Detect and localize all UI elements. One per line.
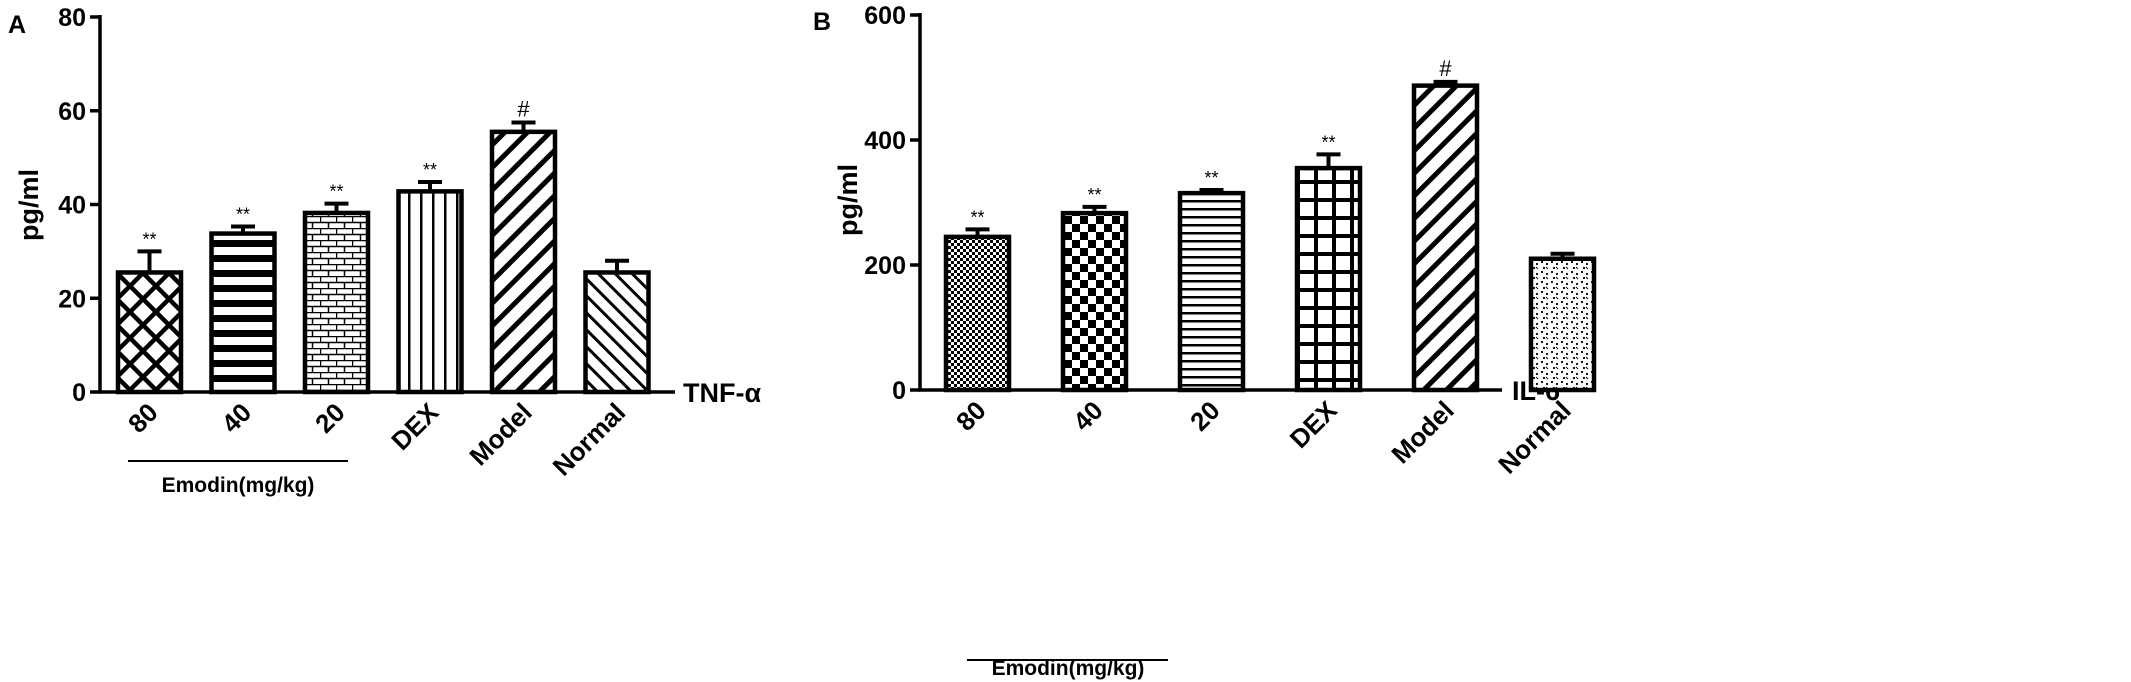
x-tick-label: Model <box>1385 395 1459 469</box>
y-axis-title: pg/ml <box>14 169 44 241</box>
y-tick-label: 40 <box>58 192 86 220</box>
significance-label: ** <box>236 205 250 225</box>
analyte-label: TNF-α <box>683 378 761 408</box>
x-tick-label: 80 <box>950 395 992 437</box>
significance-label: ** <box>1087 185 1101 205</box>
x-tick-label: Model <box>463 397 537 471</box>
y-tick-label: 600 <box>864 2 906 30</box>
significance-label: ** <box>1204 168 1218 188</box>
x-tick-label: Normal <box>1492 395 1577 480</box>
bar-dex <box>1294 165 1363 393</box>
y-tick-label: 60 <box>58 98 86 126</box>
bar-40 <box>1060 210 1129 393</box>
x-tick-label: 80 <box>122 397 164 439</box>
panel-label: A <box>8 11 26 39</box>
bar-80 <box>115 270 184 395</box>
group-label: Emodin(mg/kg) <box>992 657 1145 680</box>
x-tick-label: 20 <box>309 397 351 439</box>
bar-20 <box>302 210 371 395</box>
significance-label: ** <box>1321 132 1335 152</box>
bar-model <box>489 129 558 395</box>
bar-20 <box>1177 190 1246 393</box>
y-tick-label: 20 <box>58 285 86 313</box>
significance-label: ** <box>970 207 984 227</box>
x-tick-label: 20 <box>1184 395 1226 437</box>
panel-a-chart: A 0 20 40 60 80 pg/ml TNF-α ** 80 ** 40 ** 20 ** DEX # Mo… <box>8 4 761 497</box>
significance-label: ** <box>329 182 343 202</box>
y-tick-label: 0 <box>72 379 86 407</box>
panel-b-chart: B0200400600pg/mlIL-6**80**40**20**DEX#Mo… <box>813 2 1597 680</box>
x-tick-label: 40 <box>1067 395 1109 437</box>
bar-dex <box>396 189 464 395</box>
x-tick-label: DEX <box>1284 395 1343 454</box>
panel-label: B <box>813 8 831 36</box>
significance-label: ** <box>142 229 156 249</box>
significance-label: # <box>517 96 530 121</box>
y-tick-label: 400 <box>864 127 906 155</box>
y-tick-label: 80 <box>58 4 86 32</box>
group-label: Emodin(mg/kg) <box>162 474 315 497</box>
x-tick-label: DEX <box>385 397 444 456</box>
bar-normal <box>583 270 651 395</box>
bar-model <box>1411 83 1480 393</box>
x-tick-label: Normal <box>547 397 632 482</box>
bar-80 <box>943 234 1012 393</box>
y-axis-title: pg/ml <box>833 164 863 236</box>
x-tick-label: 40 <box>216 397 258 439</box>
y-tick-label: 200 <box>864 252 906 280</box>
bar-normal <box>1528 256 1597 393</box>
y-tick-label: 0 <box>892 377 906 405</box>
significance-label: # <box>1439 56 1452 81</box>
significance-label: ** <box>423 160 437 180</box>
bar-40 <box>209 231 277 395</box>
